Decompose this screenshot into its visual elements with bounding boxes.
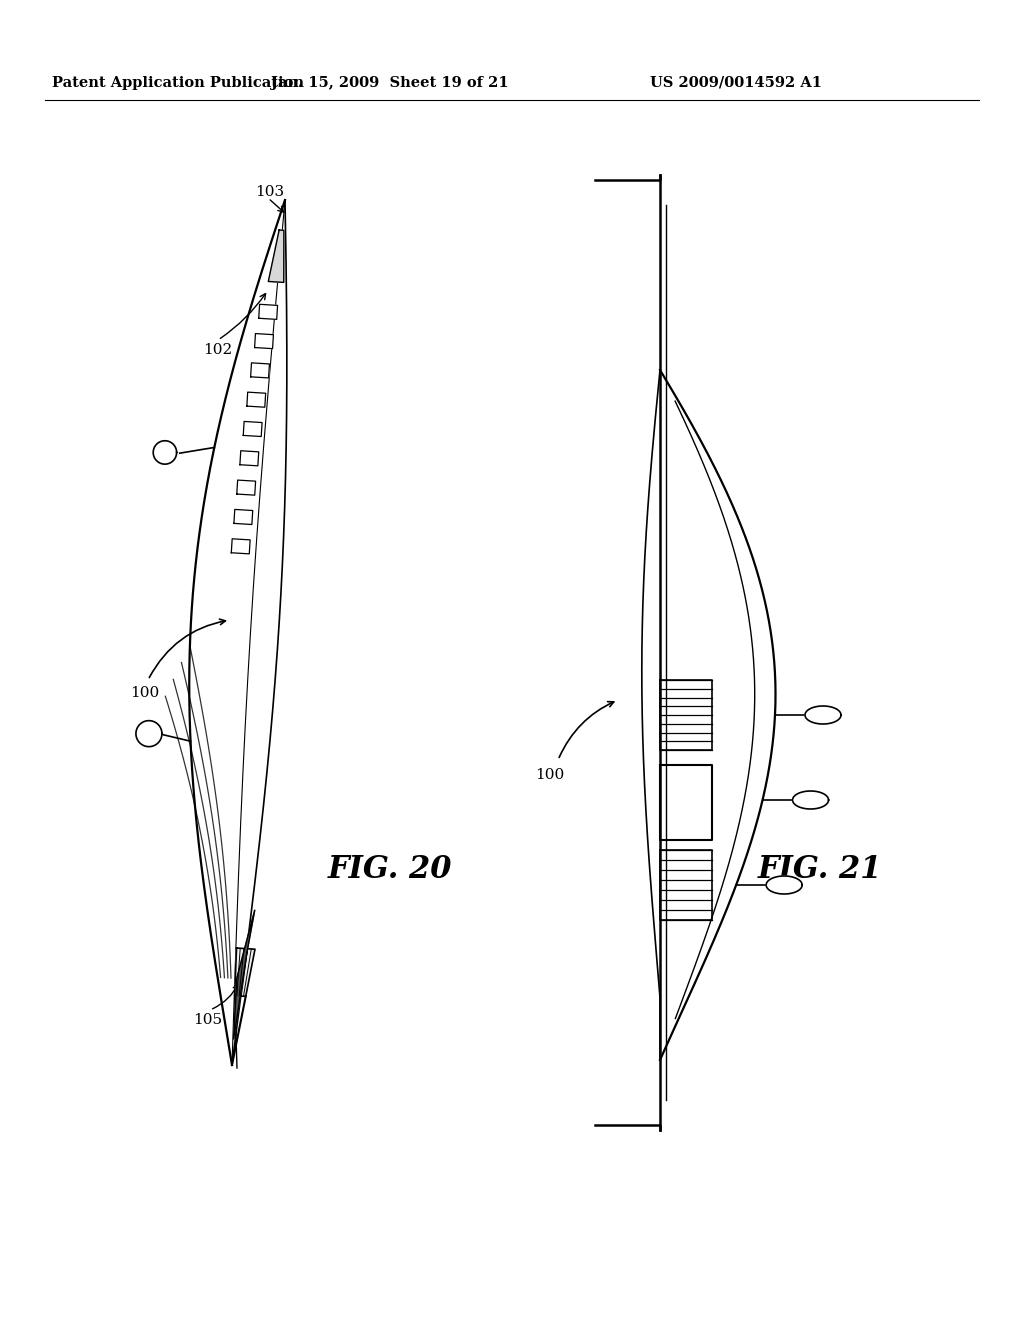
Text: 100: 100	[535, 768, 564, 781]
Text: 103: 103	[255, 185, 284, 199]
Polygon shape	[268, 230, 284, 282]
Polygon shape	[233, 909, 255, 1039]
Polygon shape	[147, 451, 179, 453]
Polygon shape	[793, 791, 828, 809]
Polygon shape	[259, 305, 278, 319]
Text: FIG. 21: FIG. 21	[758, 854, 883, 886]
Text: FIG. 20: FIG. 20	[328, 854, 453, 886]
Polygon shape	[234, 948, 255, 997]
Polygon shape	[255, 334, 273, 348]
Polygon shape	[154, 441, 176, 465]
Polygon shape	[247, 392, 265, 407]
Text: US 2009/0014592 A1: US 2009/0014592 A1	[650, 77, 822, 90]
Polygon shape	[136, 721, 162, 747]
Polygon shape	[233, 510, 253, 524]
Polygon shape	[237, 480, 256, 495]
Polygon shape	[805, 706, 841, 723]
Polygon shape	[251, 363, 269, 378]
Text: Jan. 15, 2009  Sheet 19 of 21: Jan. 15, 2009 Sheet 19 of 21	[271, 77, 509, 90]
Text: 105: 105	[193, 1012, 222, 1027]
Text: 102: 102	[203, 343, 232, 356]
Text: 100: 100	[130, 686, 160, 700]
Polygon shape	[766, 876, 802, 894]
Polygon shape	[244, 421, 262, 437]
Text: Patent Application Publication: Patent Application Publication	[52, 77, 304, 90]
Polygon shape	[240, 450, 259, 466]
Polygon shape	[231, 539, 250, 554]
